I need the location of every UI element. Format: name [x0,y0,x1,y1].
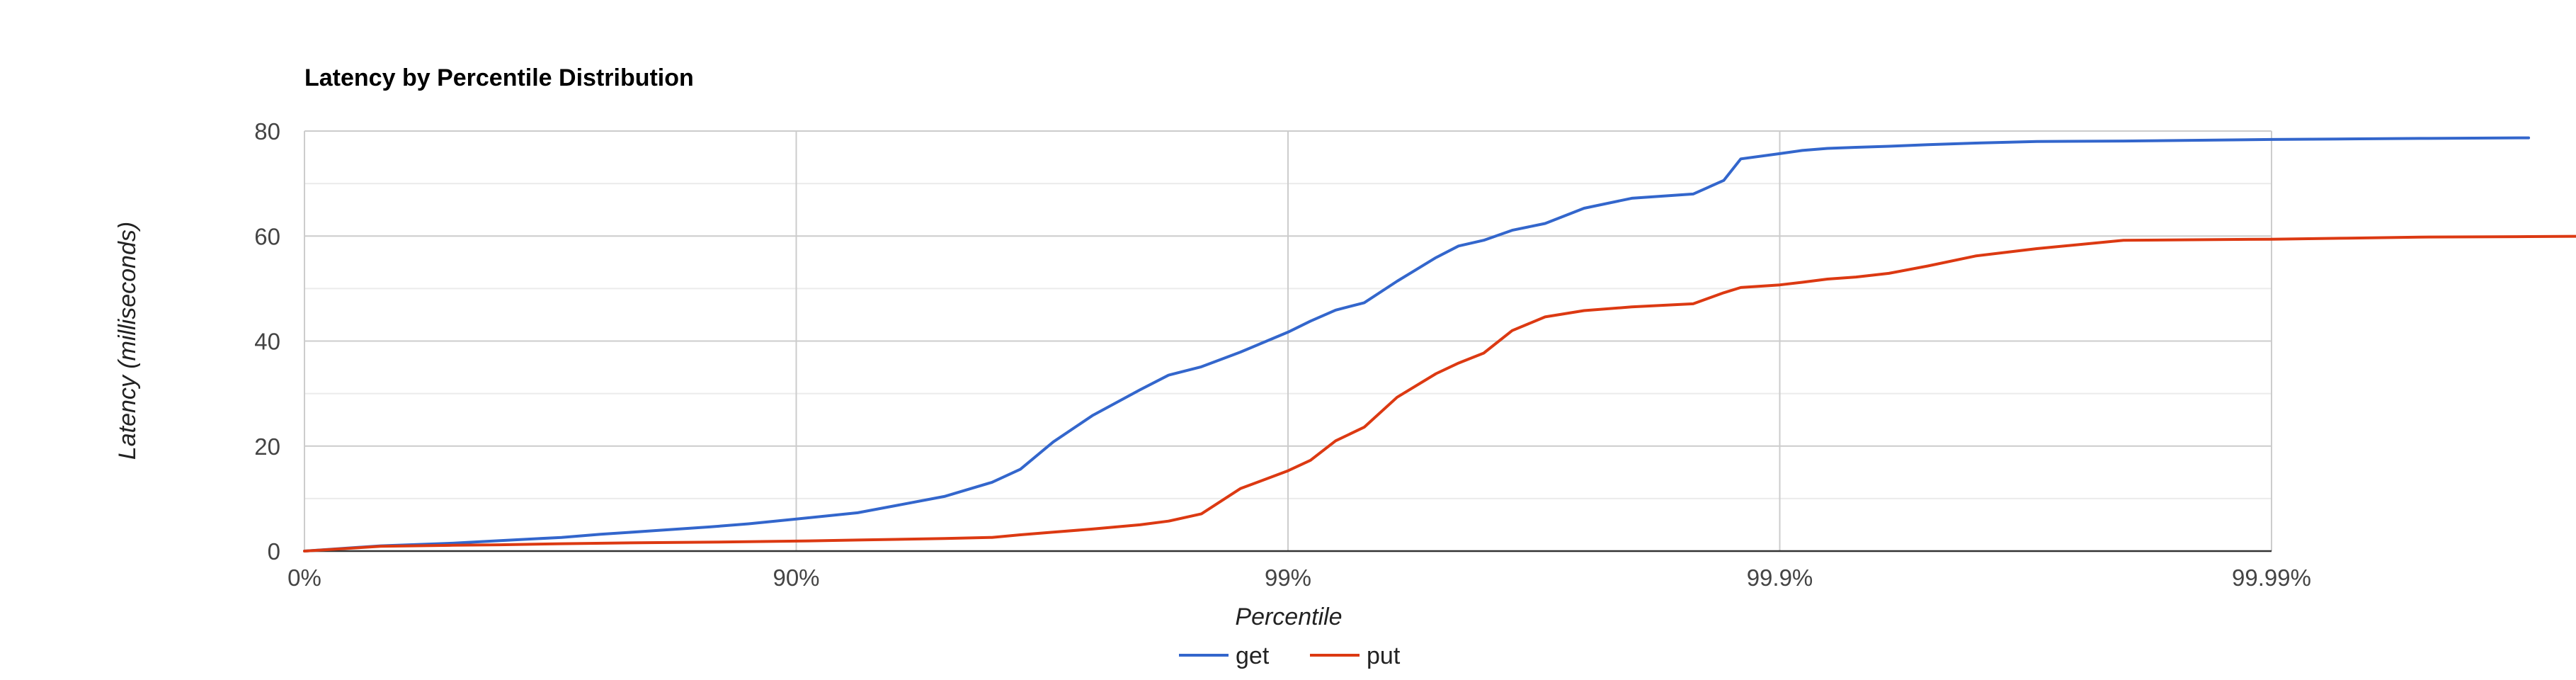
y-tick-label: 40 [254,329,280,355]
legend-label-put: put [1367,642,1401,669]
series-line-put [303,234,2576,552]
grid-lines [304,130,2272,552]
x-tick-label: 99.99% [2232,565,2311,591]
x-axis-ticks: 0% 90% 99% 99.9% 99.99% [287,565,2311,591]
x-tick-label: 99.9% [1747,565,1813,591]
x-axis-title: Percentile [1235,604,1342,630]
legend: get put [1179,642,1401,669]
x-tick-label: 0% [287,565,321,591]
x-tick-label: 90% [773,565,819,591]
legend-label-get: get [1236,642,1270,669]
y-tick-label: 60 [254,223,280,249]
x-tick-label: 99% [1265,565,1311,591]
y-axis-title: Latency (milliseconds) [114,222,141,460]
series-lines [303,136,2576,552]
y-tick-label: 80 [254,118,280,144]
y-axis-ticks: 0 20 40 60 80 [254,118,280,565]
series-line-get [303,136,2531,552]
y-tick-label: 20 [254,434,280,460]
chart-title: Latency by Percentile Distribution [304,64,694,91]
y-tick-label: 0 [268,538,280,565]
